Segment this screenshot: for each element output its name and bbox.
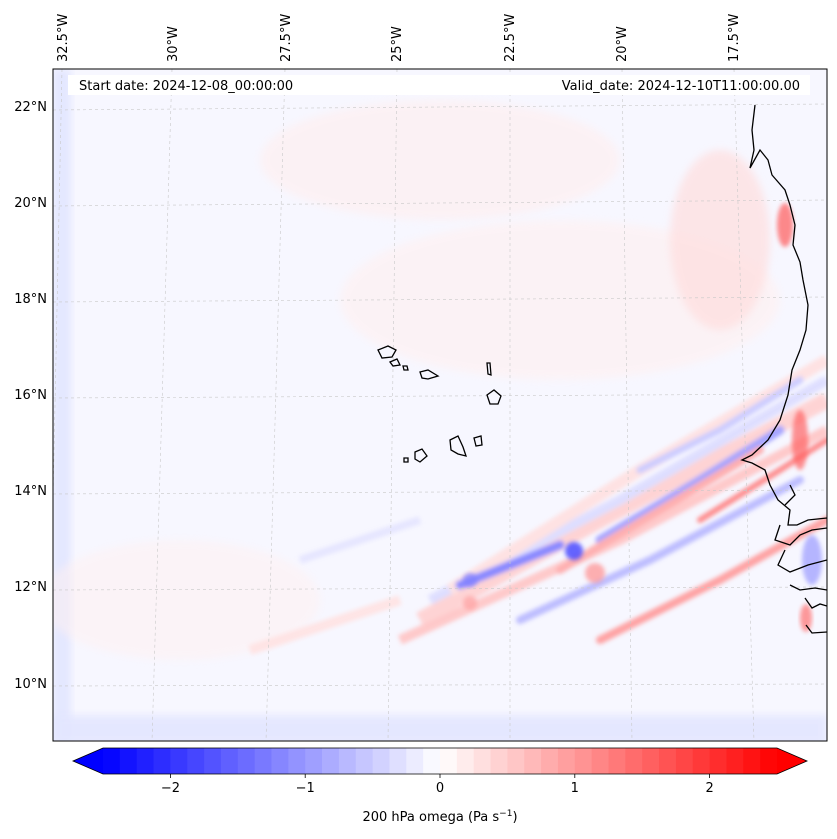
colorbar-cell <box>389 748 407 774</box>
colorbar-cell <box>473 748 492 774</box>
colorbar-tick-label: 1 <box>571 781 579 796</box>
colorbar-cell <box>338 748 357 774</box>
colorbar-cell <box>440 748 458 774</box>
lat-label-18n: 18°N <box>14 292 47 307</box>
colorbar-tick-label: 2 <box>705 781 713 796</box>
lat-label-22n: 22°N <box>14 100 47 115</box>
colorbar-cell <box>608 748 626 774</box>
colorbar-cell <box>187 748 205 774</box>
colorbar: −2 −1 0 1 2 200 hPa omega (Pa s−1) <box>71 747 809 825</box>
colorbar-cell <box>675 748 694 774</box>
colorbar-cell <box>524 748 542 774</box>
colorbar-cell <box>574 748 593 774</box>
lat-label-14n: 14°N <box>14 484 47 499</box>
colorbar-cell <box>322 748 340 774</box>
colorbar-tick-label: −1 <box>296 781 315 796</box>
info-band <box>68 75 810 95</box>
lon-label-17-5w: 17.5°W <box>727 14 742 62</box>
colorbar-cell <box>625 748 643 774</box>
colorbar-ticks: −2 −1 0 1 2 <box>161 774 714 796</box>
colorbar-outline <box>71 747 809 775</box>
lat-label-20n: 20°N <box>14 196 47 211</box>
lon-label-20w: 20°W <box>615 26 630 62</box>
colorbar-cell <box>692 748 711 774</box>
colorbar-tick-label: 0 <box>436 781 444 796</box>
colorbar-cell <box>288 748 306 774</box>
colorbar-cell <box>743 748 761 774</box>
coastline <box>740 104 827 634</box>
colorbar-extend-high <box>777 748 807 774</box>
colorbar-cells <box>103 748 778 774</box>
gridlines <box>53 69 827 741</box>
map-panel: Start date: 2024-12-08_00:00:00 Valid_da… <box>53 69 827 741</box>
valid-date-label: Valid_date: 2024-12-10T11:00:00.00 <box>562 79 800 94</box>
colorbar-cell <box>119 748 138 774</box>
colorbar-cell <box>103 748 121 774</box>
colorbar-cell <box>507 748 525 774</box>
colorbar-cell <box>423 748 441 774</box>
lon-label-30w: 30°W <box>166 26 181 62</box>
colorbar-label: 200 hPa omega (Pa s−1) <box>362 809 517 825</box>
colorbar-cell <box>406 748 424 774</box>
colorbar-cell <box>541 748 559 774</box>
colorbar-cell <box>456 748 475 774</box>
lat-label-16n: 16°N <box>14 388 47 403</box>
lon-label-22-5w: 22.5°W <box>503 14 518 62</box>
colorbar-label-exponent: −1 <box>499 809 512 819</box>
colorbar-cell <box>170 748 188 774</box>
colorbar-label-close: ) <box>512 810 517 825</box>
colorbar-cell <box>372 748 391 774</box>
colorbar-cell <box>271 748 289 774</box>
latitude-labels: 22°N 20°N 18°N 16°N 14°N 12°N 10°N <box>14 100 47 692</box>
colorbar-cell <box>305 748 323 774</box>
colorbar-cell <box>642 748 660 774</box>
colorbar-cell <box>760 748 778 774</box>
lat-label-12n: 12°N <box>14 580 47 595</box>
colorbar-cell <box>204 748 222 774</box>
colorbar-tick-label: −2 <box>161 781 180 796</box>
colorbar-cell <box>591 748 610 774</box>
colorbar-cell <box>355 748 374 774</box>
colorbar-cell <box>709 748 728 774</box>
map-frame <box>52 68 828 742</box>
longitude-labels: 32.5°W 30°W 27.5°W 25°W 22.5°W 20°W 17.5… <box>56 14 742 62</box>
colorbar-cell <box>136 748 155 774</box>
start-date-label: Start date: 2024-12-08_00:00:00 <box>79 79 293 94</box>
colorbar-cell <box>490 748 508 774</box>
lon-label-32-5w: 32.5°W <box>56 14 71 62</box>
colorbar-extend-low <box>73 748 103 774</box>
omega-field <box>53 69 827 741</box>
colorbar-cell <box>659 748 677 774</box>
colorbar-cell <box>220 748 239 774</box>
colorbar-cell <box>557 748 576 774</box>
colorbar-cell <box>726 748 744 774</box>
colorbar-cell <box>153 748 171 774</box>
lat-label-10n: 10°N <box>14 677 47 692</box>
colorbar-cell <box>254 748 273 774</box>
cape-verde-islands <box>377 345 502 463</box>
lon-label-25w: 25°W <box>390 26 405 62</box>
colorbar-cell <box>237 748 256 774</box>
lon-label-27-5w: 27.5°W <box>279 14 294 62</box>
